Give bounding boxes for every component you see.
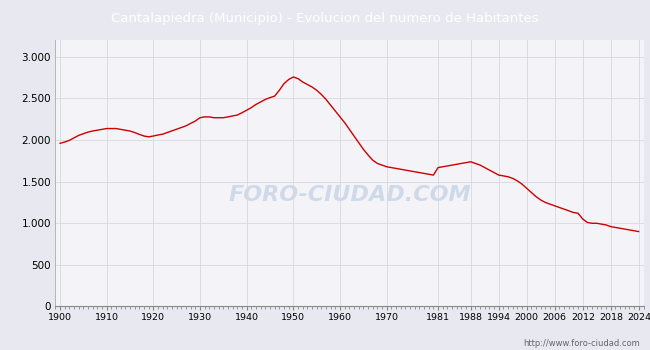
Text: http://www.foro-ciudad.com: http://www.foro-ciudad.com xyxy=(523,339,640,348)
Text: Cantalapiedra (Municipio) - Evolucion del numero de Habitantes: Cantalapiedra (Municipio) - Evolucion de… xyxy=(111,12,539,25)
Text: FORO-CIUDAD.COM: FORO-CIUDAD.COM xyxy=(228,184,471,204)
